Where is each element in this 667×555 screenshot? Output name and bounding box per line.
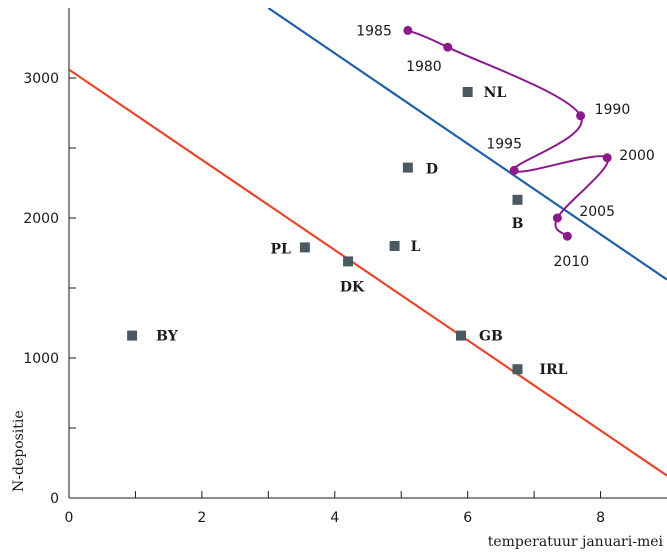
trajectory-point bbox=[403, 25, 413, 35]
country-label: B bbox=[512, 216, 524, 232]
country-point bbox=[127, 330, 138, 341]
trajectory-point bbox=[443, 42, 453, 52]
year-label: 1990 bbox=[595, 102, 631, 118]
country-points bbox=[127, 87, 523, 375]
year-label: 2005 bbox=[579, 204, 615, 220]
point-labels: NL D B PL L DK BY GB IRL 1985 1980 1990 1995 2000 2005… bbox=[156, 23, 655, 378]
year-label: 2010 bbox=[554, 254, 590, 270]
y-tick-label: 2000 bbox=[23, 211, 59, 227]
country-label: IRL bbox=[540, 362, 568, 378]
y-tick-label: 3000 bbox=[23, 71, 59, 87]
year-label: 2000 bbox=[619, 148, 655, 164]
country-point bbox=[299, 242, 310, 253]
y-tick-label: 1000 bbox=[23, 351, 59, 367]
country-label: GB bbox=[479, 329, 503, 345]
y-tick-label: 0 bbox=[50, 491, 59, 507]
year-label: 1985 bbox=[356, 23, 392, 39]
x-axis-label: temperatuur januari-mei bbox=[488, 534, 664, 550]
x-tick-label: 6 bbox=[463, 510, 472, 526]
country-label: NL bbox=[484, 85, 507, 101]
x-tick-label: 2 bbox=[197, 510, 206, 526]
country-label: DK bbox=[340, 279, 365, 295]
axes: 0 2 4 6 8 0 1000 2000 3000 bbox=[23, 8, 667, 526]
year-label: 1995 bbox=[486, 136, 522, 152]
country-label: PL bbox=[271, 241, 292, 257]
country-point bbox=[389, 241, 400, 251]
trajectory bbox=[403, 25, 612, 241]
country-point bbox=[512, 194, 523, 205]
country-label: BY bbox=[156, 329, 179, 345]
trajectory-point bbox=[576, 111, 586, 121]
trajectory-point bbox=[552, 213, 562, 223]
country-label: D bbox=[426, 162, 438, 178]
red-reference-line bbox=[69, 68, 667, 477]
reference-lines bbox=[69, 8, 667, 477]
trajectory-point bbox=[509, 165, 519, 175]
country-point bbox=[512, 364, 523, 375]
blue-reference-line bbox=[267, 8, 667, 281]
trajectory-point bbox=[602, 153, 612, 163]
country-point bbox=[456, 330, 467, 341]
y-axis-label: N-depositie bbox=[11, 410, 27, 492]
country-point bbox=[402, 162, 413, 173]
country-point bbox=[462, 87, 473, 97]
x-tick-label: 8 bbox=[596, 510, 605, 526]
x-tick-label: 4 bbox=[330, 510, 339, 526]
x-tick-label: 0 bbox=[65, 510, 74, 526]
trajectory-point bbox=[562, 231, 572, 241]
country-point bbox=[343, 256, 354, 267]
country-label: L bbox=[411, 239, 421, 255]
year-label: 1980 bbox=[406, 59, 442, 75]
